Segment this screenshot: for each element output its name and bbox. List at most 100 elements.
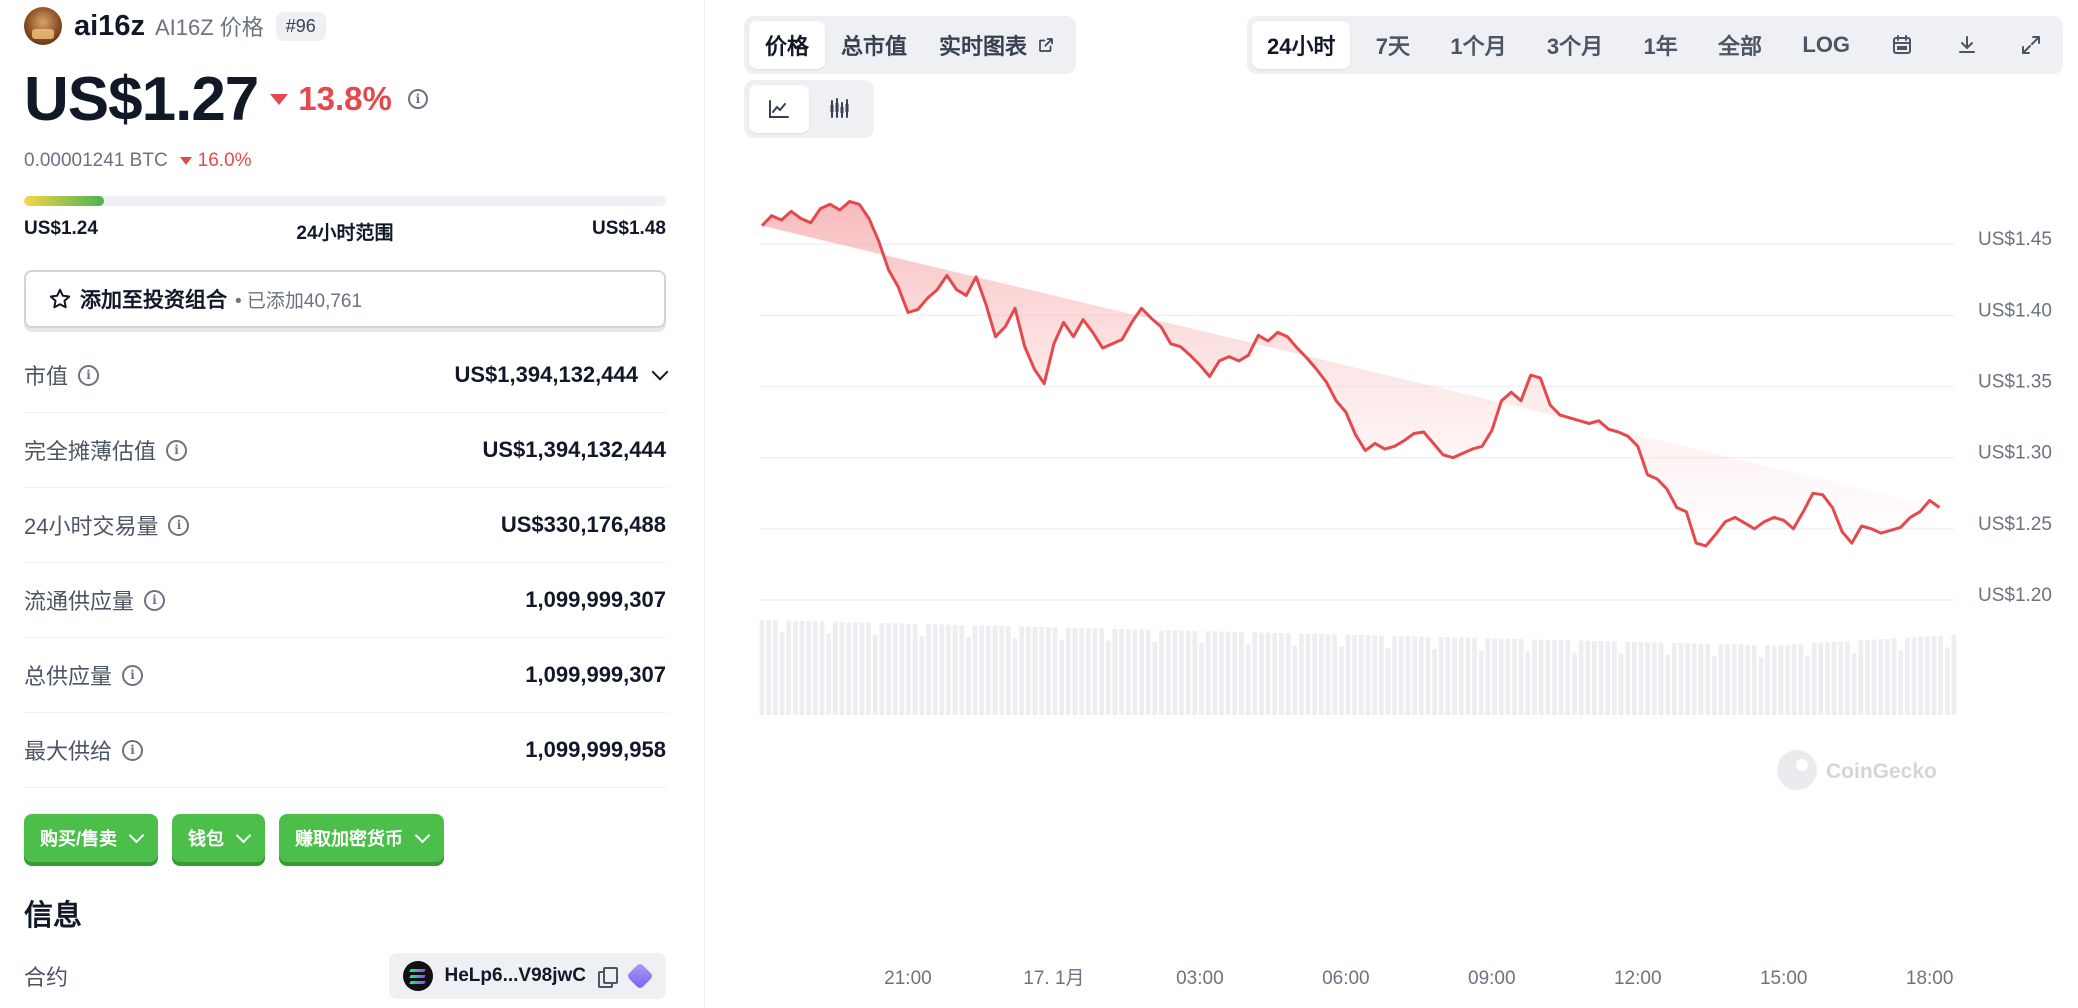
stat-label-text: 24小时交易量 [24,514,159,539]
stat-volume: 24小时交易量 i US$330,176,488 [24,488,666,563]
volume-bar [759,620,765,715]
volume-bar [1512,638,1517,715]
info-icon[interactable]: i [122,739,144,761]
stat-value-text: US$1,394,132,444 [454,362,639,387]
volume-bar [1791,644,1797,715]
wallet-button[interactable]: 钱包 [172,814,266,862]
solana-icon [402,961,433,991]
info-icon[interactable]: i [78,364,100,386]
stat-circulating-supply: 流通供应量 i 1,099,999,307 [24,563,666,638]
range-7d[interactable]: 7天 [1375,34,1411,59]
x-tick-label: 12:00 [1614,968,1662,989]
volume-bar [1432,648,1437,715]
line-chart-button[interactable] [749,85,809,133]
range-1y[interactable]: 1年 [1643,34,1678,59]
volume-bar [786,620,792,715]
volume-bar [779,632,785,715]
volume-bar [792,620,798,715]
action-buttons: 购买/售卖 钱包 赚取加密货币 [24,814,445,862]
range-low: US$1.24 [24,218,98,239]
tab-market-cap[interactable]: 总市值 [841,34,908,59]
current-price: US$1.27 [24,64,259,134]
stat-label: 最大供给 i [24,734,144,766]
volume-bar [1638,642,1644,715]
stat-label-text: 最大供给 [24,739,113,764]
volume-bar [866,622,871,715]
candlestick-button[interactable] [809,85,869,133]
volume-bar [1525,651,1531,715]
tab-live-chart[interactable]: 实时图表 [923,21,1071,69]
fullscreen-button[interactable] [2004,21,2058,69]
volume-bar [1412,636,1418,715]
earn-crypto-button[interactable]: 赚取加密货币 [279,814,445,862]
price-row: US$1.27 13.8% i [24,62,428,136]
volume-bar [1885,638,1890,715]
volume-bar [1518,639,1524,715]
range-1m[interactable]: 1个月 [1450,34,1507,59]
volume-bar [1778,645,1784,715]
volume-bar [1705,643,1711,715]
y-tick-label: US$1.35 [1978,372,2052,393]
volume-bar [1805,655,1810,715]
buy-sell-button[interactable]: 购买/售卖 [24,814,159,862]
volume-bar [1099,628,1105,715]
price-change-value: 13.8% [298,80,392,117]
copy-icon[interactable] [598,967,618,988]
volume-bar [1245,644,1251,715]
volume-bar [766,620,772,715]
volume-bar [1392,635,1398,715]
stat-label: 完全摊薄估值 i [24,434,188,466]
btc-change-value: 16.0% [197,150,252,171]
x-tick-label: 15:00 [1760,968,1808,989]
volume-bar [1785,644,1790,715]
volume-bar [1325,634,1331,715]
x-tick-label: 17. 1月 [1023,968,1084,989]
range-log[interactable]: LOG [1802,32,1851,57]
volume-bar [1085,628,1091,715]
chart-type-toggle [744,80,874,138]
volume-bar [1865,640,1870,715]
contract-chip[interactable]: HeLp6...V98jwC [388,953,666,999]
range-all[interactable]: 全部 [1718,34,1763,59]
price-chart[interactable]: CoinGecko US$1.50US$1.45US$1.40US$1.35US… [744,180,2074,998]
phantom-icon[interactable] [626,962,654,990]
calendar-button[interactable] [1875,21,1929,69]
volume-bar [1731,644,1737,715]
info-icon[interactable]: i [407,89,428,109]
portfolio-count: • 已添加40,761 [235,290,363,312]
info-icon[interactable]: i [144,589,166,611]
download-button[interactable] [1940,21,1994,69]
range-3m[interactable]: 3个月 [1546,34,1604,59]
volume-bar [1505,638,1511,715]
volume-bar [1239,632,1244,715]
info-icon[interactable]: i [168,514,190,536]
earn-label: 赚取加密货币 [295,829,404,849]
volume-bar [1558,640,1564,715]
chevron-down-icon [414,827,431,843]
add-to-portfolio-button[interactable]: 添加至投资组合 • 已添加40,761 [24,270,666,328]
y-tick-label: US$1.40 [1978,300,2052,321]
info-icon[interactable]: i [122,664,144,686]
stat-value: 1,099,999,958 [525,737,666,762]
volume-bar [1025,626,1031,715]
chevron-down-icon[interactable] [651,363,669,381]
volume-bar [1052,627,1058,715]
wallet-label: 钱包 [188,829,225,849]
volume-bar [999,626,1005,715]
volume-bar [1924,636,1930,715]
info-icon[interactable]: i [166,439,188,461]
volume-bar [1818,642,1824,715]
range-24h[interactable]: 24小时 [1252,21,1351,69]
volume-bar [1585,640,1591,715]
down-arrow-icon [179,157,192,165]
tab-price[interactable]: 价格 [749,21,826,69]
volume-bar [972,625,978,715]
stat-market-cap[interactable]: 市值 i US$1,394,132,444 [24,338,669,413]
stat-label-text: 完全摊薄估值 [24,439,157,464]
volume-bar [1199,643,1204,715]
volume-bar [1279,633,1284,715]
stat-label-text: 流通供应量 [24,589,135,614]
volume-bar [1105,640,1111,715]
star-icon [49,288,71,309]
volume-bar [1691,643,1697,715]
